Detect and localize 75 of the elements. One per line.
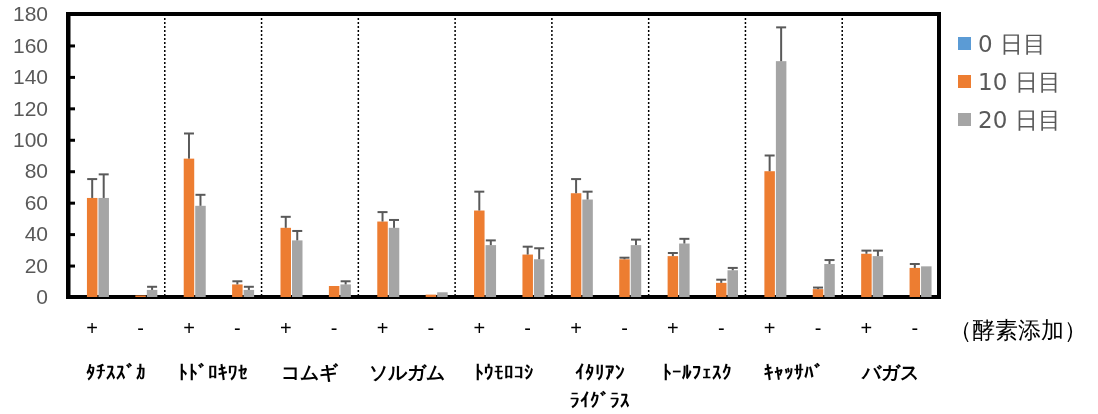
x-tick-label: - xyxy=(911,317,919,340)
x-tick-label: + xyxy=(570,317,582,340)
x-axis-title: （酵素添加） xyxy=(949,317,1087,343)
x-tick-label: - xyxy=(137,317,144,340)
text: バガス xyxy=(861,361,920,383)
text: ﾄﾄﾞﾛｷﾜｾ xyxy=(178,361,249,383)
bar xyxy=(183,158,195,297)
bar xyxy=(775,61,787,297)
bar xyxy=(437,292,448,297)
bar xyxy=(474,210,485,297)
bar xyxy=(232,284,243,297)
bar xyxy=(292,240,303,297)
bar xyxy=(570,193,582,297)
x-tick-label: + xyxy=(860,317,873,340)
text: ﾄｰﾙﾌｪｽｸ xyxy=(662,361,733,383)
y-tick-label: 100 xyxy=(12,128,48,151)
legend-label: 0 日目 xyxy=(978,31,1046,58)
bar xyxy=(146,289,158,297)
text: コムギ xyxy=(281,361,340,383)
bar xyxy=(824,263,835,297)
text: ｲﾀﾘｱﾝﾗｲｸﾞﾗｽ xyxy=(570,361,631,411)
y-tick-label: 160 xyxy=(12,33,48,57)
bar xyxy=(533,259,545,297)
text: ﾀﾁｽｽﾞｶ xyxy=(86,361,147,383)
text: ｷｬｯｻﾊﾞ xyxy=(763,361,824,383)
bar xyxy=(582,199,593,297)
bar xyxy=(86,197,98,297)
y-tick-label: 140 xyxy=(12,65,48,89)
y-tick-label: 40 xyxy=(24,222,48,246)
bar xyxy=(388,227,400,297)
bar xyxy=(243,289,255,297)
bar xyxy=(716,282,727,297)
legend-label: 10 日目 xyxy=(978,69,1061,96)
bar xyxy=(98,197,109,297)
bar xyxy=(861,253,872,297)
bar xyxy=(909,267,921,297)
bar xyxy=(921,266,932,297)
bar xyxy=(667,256,679,297)
bar xyxy=(280,227,291,297)
x-tick-label: - xyxy=(524,317,532,340)
bar xyxy=(377,221,388,297)
y-tick-label: 80 xyxy=(24,159,48,183)
bar xyxy=(485,245,497,297)
x-tick-label: + xyxy=(763,317,776,340)
x-tick-label: + xyxy=(279,317,292,340)
bar xyxy=(764,171,775,297)
bar xyxy=(619,259,630,297)
bar xyxy=(328,285,340,297)
x-tick-label: - xyxy=(621,317,628,340)
x-tick-label: + xyxy=(473,317,486,340)
y-tick-label: 0 xyxy=(36,285,48,309)
y-tick-label: 60 xyxy=(24,190,48,214)
x-tick-label: - xyxy=(814,317,822,340)
x-tick-label: + xyxy=(86,317,99,340)
x-tick-label: - xyxy=(717,317,725,340)
bar xyxy=(522,254,533,297)
x-tick-label: - xyxy=(330,317,338,340)
bar xyxy=(812,289,824,297)
text: ソルガム xyxy=(368,361,445,383)
y-tick-label: 180 xyxy=(12,2,48,26)
y-tick-label: 20 xyxy=(24,253,48,277)
bar xyxy=(872,256,884,297)
x-tick-label: - xyxy=(234,317,241,340)
legend-label: 20 日目 xyxy=(978,107,1061,134)
bar xyxy=(340,284,351,297)
y-tick-label: 120 xyxy=(12,96,48,120)
x-tick-label: - xyxy=(427,317,435,340)
x-tick-label: + xyxy=(667,317,679,340)
bar xyxy=(630,245,642,297)
bar xyxy=(679,243,690,297)
bar xyxy=(727,270,738,297)
bar xyxy=(195,205,206,297)
x-tick-label: + xyxy=(376,317,389,340)
x-tick-label: + xyxy=(183,317,195,340)
text: ﾄｳﾓﾛｺｼ xyxy=(473,361,534,383)
